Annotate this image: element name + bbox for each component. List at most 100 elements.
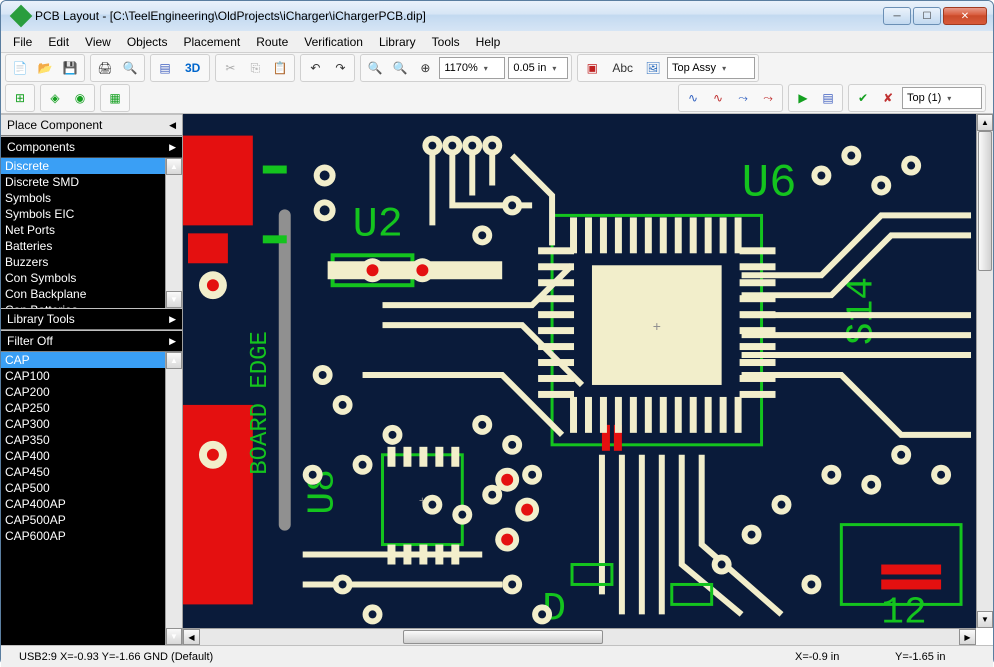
minimize-button[interactable]: ─: [883, 7, 911, 25]
zoom-out-button[interactable]: 🔍: [364, 57, 386, 79]
part-row[interactable]: CAP: [1, 352, 182, 368]
vertical-scrollbar[interactable]: ▲ ▼: [976, 114, 993, 628]
category-row[interactable]: Con Backplane: [1, 286, 182, 302]
scroll-right-button[interactable]: ▶: [959, 629, 976, 645]
scroll-up-button[interactable]: ▲: [166, 158, 182, 175]
3d-button[interactable]: 3D: [179, 57, 206, 79]
route-2-button[interactable]: ∿: [707, 87, 729, 109]
category-row[interactable]: Symbols EIC: [1, 206, 182, 222]
place-pad-button[interactable]: ⊞: [9, 87, 31, 109]
print-button[interactable]: 🖨: [94, 57, 116, 79]
component-button[interactable]: ▣: [581, 57, 603, 79]
part-row[interactable]: CAP100: [1, 368, 182, 384]
zoom-in-button[interactable]: 🔍: [389, 57, 411, 79]
preview-button[interactable]: 🔍: [119, 57, 141, 79]
menu-file[interactable]: File: [5, 33, 40, 51]
save-button[interactable]: 💾: [59, 57, 81, 79]
category-scrollbar[interactable]: ▲ ▼: [165, 158, 182, 308]
part-row[interactable]: CAP500AP: [1, 512, 182, 528]
status-left: USB2:9 X=-0.93 Y=-1.66 GND (Default): [9, 651, 223, 663]
place-via-button[interactable]: ◈: [44, 87, 66, 109]
place-poly-button[interactable]: ▦: [104, 87, 126, 109]
category-row[interactable]: Con Symbols: [1, 270, 182, 286]
menu-view[interactable]: View: [77, 33, 119, 51]
drc-on-button[interactable]: ✔: [852, 87, 874, 109]
category-row[interactable]: Discrete SMD: [1, 174, 182, 190]
part-row[interactable]: CAP200: [1, 384, 182, 400]
category-row[interactable]: Net Ports: [1, 222, 182, 238]
part-row[interactable]: CAP350: [1, 432, 182, 448]
sheet-button[interactable]: ▤: [154, 57, 176, 79]
part-row[interactable]: CAP400: [1, 448, 182, 464]
route-3-button[interactable]: ⤳: [732, 87, 754, 109]
scroll-up-button[interactable]: ▲: [977, 114, 993, 131]
scroll-down-button[interactable]: ▼: [166, 628, 182, 645]
category-row[interactable]: Symbols: [1, 190, 182, 206]
undo-button[interactable]: ↶: [304, 57, 326, 79]
menu-verification[interactable]: Verification: [296, 33, 371, 51]
new-button[interactable]: 📄: [9, 57, 31, 79]
image-button[interactable]: 🖼: [642, 57, 664, 79]
part-row[interactable]: CAP600AP: [1, 528, 182, 544]
part-row[interactable]: CAP300: [1, 416, 182, 432]
category-row[interactable]: Batteries: [1, 238, 182, 254]
window-buttons: ─ ☐ ✕: [883, 7, 987, 25]
zoom-combo[interactable]: 1170%: [439, 57, 505, 79]
ref-12: 12: [881, 591, 926, 628]
scroll-thumb-h[interactable]: [403, 630, 603, 644]
menu-objects[interactable]: Objects: [119, 33, 176, 51]
part-row[interactable]: CAP400AP: [1, 496, 182, 512]
cut-button[interactable]: ✂: [219, 57, 241, 79]
menu-edit[interactable]: Edit: [40, 33, 77, 51]
menu-help[interactable]: Help: [468, 33, 509, 51]
part-row[interactable]: CAP450: [1, 464, 182, 480]
expand-icon: ▶: [169, 142, 176, 153]
pcb-canvas[interactable]: BOARD EDGE U2 U6: [183, 114, 976, 628]
run-button[interactable]: ▶: [792, 87, 814, 109]
menu-placement[interactable]: Placement: [176, 33, 249, 51]
components-label: Components: [7, 140, 75, 154]
category-row[interactable]: Buzzers: [1, 254, 182, 270]
place-trace-button[interactable]: ◉: [69, 87, 91, 109]
menu-library[interactable]: Library: [371, 33, 424, 51]
parts-list[interactable]: CAPCAP100CAP200CAP250CAP300CAP350CAP400C…: [1, 352, 182, 645]
open-button[interactable]: 📂: [34, 57, 56, 79]
route-4-button[interactable]: ⤳: [757, 87, 779, 109]
scroll-thumb-v[interactable]: [978, 131, 992, 271]
main-area: Place Component ◀ Components ▶ DiscreteD…: [1, 114, 993, 645]
library-tools-header[interactable]: Library Tools ▶: [1, 308, 182, 330]
maximize-button[interactable]: ☐: [913, 7, 941, 25]
part-row[interactable]: CAP500: [1, 480, 182, 496]
sheet2-button[interactable]: ▤: [817, 87, 839, 109]
zoom-fit-button[interactable]: ⊕: [414, 57, 436, 79]
menu-tools[interactable]: Tools: [424, 33, 468, 51]
scroll-left-button[interactable]: ◀: [183, 629, 200, 645]
category-row[interactable]: Con Batteries: [1, 302, 182, 308]
window-title: PCB Layout - [C:\TeelEngineering\OldProj…: [35, 9, 883, 23]
filter-header[interactable]: Filter Off ▶: [1, 330, 182, 352]
category-list[interactable]: DiscreteDiscrete SMDSymbolsSymbols EICNe…: [1, 158, 182, 308]
layer-combo[interactable]: Top Assy: [667, 57, 755, 79]
library-tools-label: Library Tools: [7, 312, 75, 326]
canvas-wrap: BOARD EDGE U2 U6: [183, 114, 993, 645]
category-row[interactable]: Discrete: [1, 158, 182, 174]
drc-off-button[interactable]: ✘: [877, 87, 899, 109]
redo-button[interactable]: ↷: [329, 57, 351, 79]
paste-button[interactable]: 📋: [269, 57, 291, 79]
close-button[interactable]: ✕: [943, 7, 987, 25]
menu-route[interactable]: Route: [248, 33, 296, 51]
place-component-header[interactable]: Place Component ◀: [1, 114, 182, 136]
grid-combo[interactable]: 0.05 in: [508, 57, 568, 79]
ref-u6: U6: [742, 157, 797, 209]
copy-button[interactable]: ⎘: [244, 57, 266, 79]
route-1-button[interactable]: ∿: [682, 87, 704, 109]
scroll-down-button[interactable]: ▼: [166, 291, 182, 308]
horizontal-scrollbar[interactable]: ◀ ▶: [183, 628, 976, 645]
scroll-down-button[interactable]: ▼: [977, 611, 993, 628]
parts-scrollbar[interactable]: ▲ ▼: [165, 352, 182, 645]
part-row[interactable]: CAP250: [1, 400, 182, 416]
layer2-combo[interactable]: Top (1): [902, 87, 982, 109]
scroll-up-button[interactable]: ▲: [166, 352, 182, 369]
components-header[interactable]: Components ▶: [1, 136, 182, 158]
text-button[interactable]: Abc: [606, 57, 639, 79]
